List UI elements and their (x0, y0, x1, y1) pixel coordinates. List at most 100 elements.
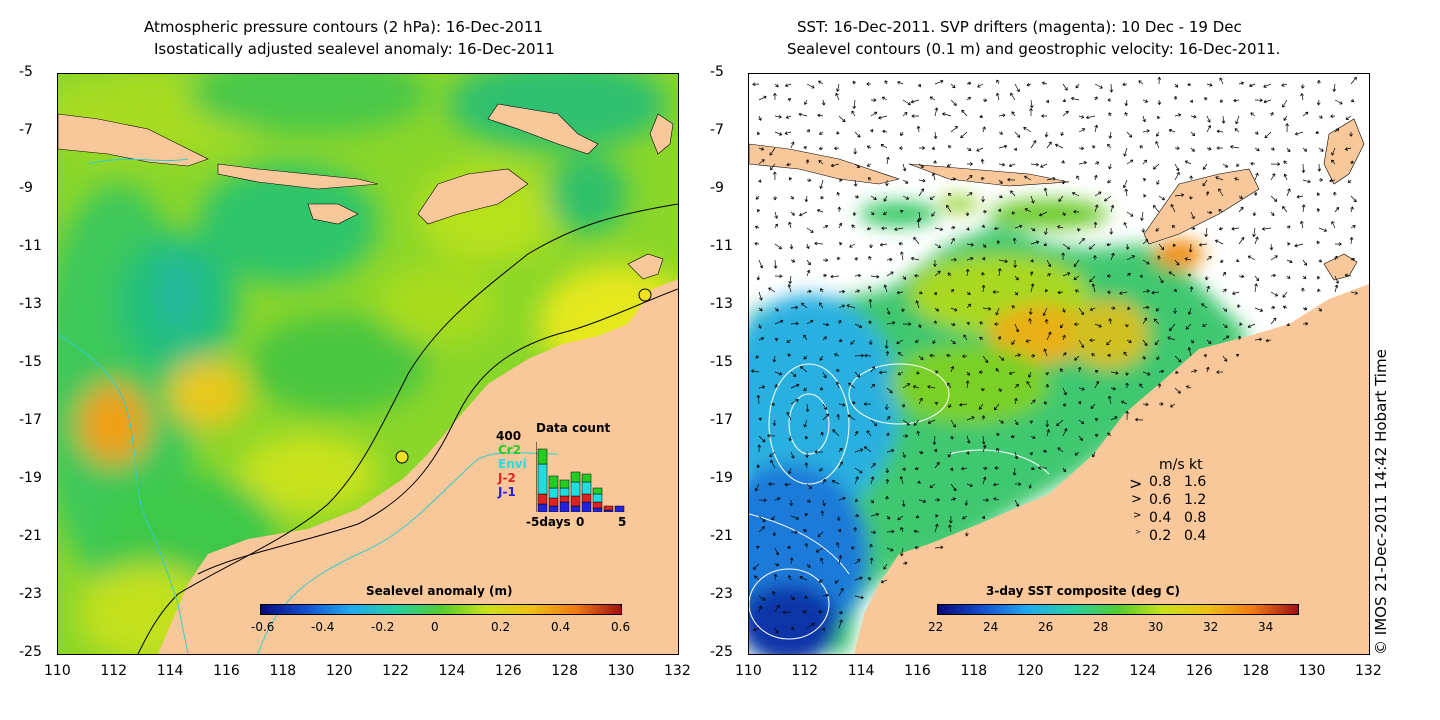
velocity-vector (870, 462, 876, 469)
velocity-vector (1094, 191, 1102, 197)
velocity-vector (882, 129, 888, 134)
velocity-vector (1078, 419, 1085, 425)
velocity-vector (1013, 147, 1017, 151)
velocity-vector (966, 147, 972, 151)
velocity-vector (852, 99, 857, 109)
velocity-vector (950, 497, 956, 501)
velocity-vector (950, 125, 958, 133)
velocity-vector (754, 575, 760, 581)
velocity-vector (1062, 334, 1066, 341)
velocity-vector (804, 462, 809, 469)
velocity-vector (758, 526, 765, 533)
velocity-vector (1174, 193, 1185, 197)
left-x-tick-label: 118 (269, 663, 297, 679)
velocity-vector (1092, 145, 1096, 149)
velocity-vector (900, 526, 904, 533)
velocity-vector (758, 435, 766, 443)
velocity-vector (1142, 339, 1148, 347)
velocity-vector (1316, 240, 1320, 245)
velocity-vector (966, 451, 970, 455)
velocity-vector (755, 195, 760, 200)
right-x-tick-label: 122 (1073, 663, 1100, 679)
velocity-vector (1125, 243, 1130, 250)
velocity-vector (790, 141, 795, 149)
velocity-vector (1174, 146, 1180, 151)
velocity-vector (832, 429, 840, 437)
velocity-vector (1011, 111, 1016, 117)
velocity-vector (1091, 283, 1096, 293)
velocity-vector (1190, 147, 1195, 152)
histogram-bar-segment (603, 505, 614, 511)
velocity-vector (1078, 339, 1085, 348)
velocity-vector (1107, 143, 1112, 149)
velocity-vector (1206, 366, 1210, 373)
velocity-vector (1078, 146, 1085, 151)
velocity-vector (1204, 97, 1208, 101)
velocity-vector (849, 243, 856, 248)
velocity-vector (966, 416, 975, 421)
velocity-vector (885, 467, 890, 474)
velocity-vector (1158, 275, 1164, 284)
velocity-vector (822, 336, 827, 341)
velocity-vector (995, 92, 1000, 101)
velocity-vector (1110, 371, 1119, 375)
velocity-vector (836, 191, 841, 197)
velocity-vector (837, 256, 841, 261)
velocity-vector (1344, 273, 1352, 278)
velocity-vector (752, 82, 760, 87)
velocity-vector (1247, 255, 1256, 261)
velocity-vector (1142, 115, 1146, 123)
velocity-vector (1029, 108, 1033, 117)
velocity-vector (981, 515, 985, 520)
velocity-vector (854, 430, 859, 437)
velocity-vector (902, 561, 908, 566)
velocity-vector (910, 256, 920, 261)
right-y-tick-label: -17 (710, 412, 733, 428)
velocity-vector (1058, 195, 1064, 202)
velocity-vector (806, 269, 811, 277)
velocity-vector (1158, 369, 1165, 374)
velocity-vector (1174, 113, 1182, 117)
velocity-vector (897, 371, 904, 376)
velocity-vector (1010, 434, 1016, 439)
velocity-vector (1190, 211, 1195, 220)
velocity-vector (918, 499, 927, 504)
velocity-vector (806, 483, 812, 489)
velocity-vector (1286, 242, 1291, 246)
velocity-vector (1238, 195, 1243, 199)
velocity-vector (966, 81, 972, 86)
velocity-vector (897, 515, 904, 521)
velocity-vector (1220, 259, 1224, 263)
histogram-bar-segment (592, 487, 603, 495)
histogram-bar-segment (537, 448, 548, 465)
velocity-vector (772, 355, 777, 363)
legend-header-kt: kt (1189, 457, 1203, 473)
velocity-vector (1157, 383, 1162, 389)
velocity-vector (979, 321, 984, 325)
velocity-vector (1094, 96, 1098, 101)
velocity-vector (1107, 353, 1112, 358)
velocity-vector (1142, 239, 1149, 245)
velocity-vector (1201, 303, 1208, 309)
velocity-vector (1329, 178, 1336, 183)
velocity-vector (1152, 163, 1160, 170)
velocity-vector (1252, 227, 1256, 238)
velocity-vector (932, 435, 937, 445)
velocity-vector (806, 83, 815, 89)
velocity-vector (754, 241, 760, 246)
velocity-vector (758, 595, 766, 601)
velocity-vector (768, 287, 776, 293)
velocity-vector (1072, 192, 1080, 197)
velocity-vector (821, 627, 826, 631)
velocity-vector (870, 383, 876, 389)
velocity-vector (902, 467, 906, 471)
velocity-vector (790, 595, 795, 601)
velocity-vector (1107, 98, 1112, 102)
velocity-vector (1043, 242, 1048, 247)
velocity-vector (880, 579, 888, 584)
velocity-vector (854, 513, 860, 518)
velocity-vector (771, 402, 776, 406)
velocity-vector (1012, 467, 1017, 476)
velocity-vector (1108, 112, 1112, 117)
velocity-vector (978, 403, 984, 410)
